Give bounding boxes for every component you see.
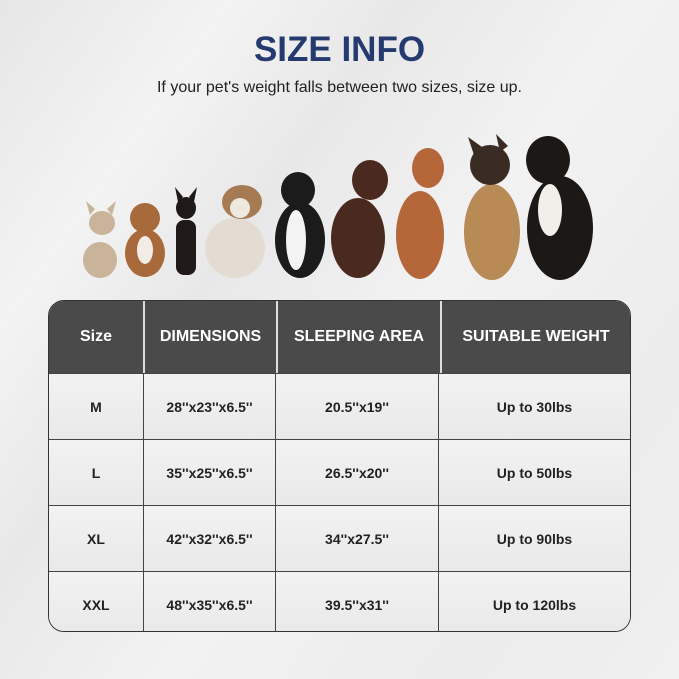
sleeping-area-cell: 34''x27.5'' <box>275 506 438 571</box>
size-cell: L <box>49 440 143 505</box>
subtitle: If your pet's weight falls between two s… <box>156 79 522 96</box>
header-suitable-weight: SUITABLE WEIGHT <box>440 301 630 373</box>
weight-cell: Up to 120lbs <box>438 572 630 631</box>
dimensions-cell: 28''x23''x6.5'' <box>143 374 275 439</box>
german-shepherd <box>464 134 520 280</box>
dimensions-cell: 48''x35''x6.5'' <box>143 572 275 631</box>
labrador <box>331 160 388 278</box>
dimensions-cell: 42''x32''x6.5'' <box>143 506 275 571</box>
page-title: SIZE INFO <box>253 30 426 69</box>
sleeping-area-cell: 39.5''x31'' <box>275 572 438 631</box>
table-header-row: Size DIMENSIONS SLEEPING AREA SUITABLE W… <box>49 301 630 373</box>
weight-cell: Up to 30lbs <box>438 374 630 439</box>
sleeping-area-cell: 20.5''x19'' <box>275 374 438 439</box>
french-bulldog <box>83 201 117 278</box>
dogs-lineup-image <box>83 134 593 280</box>
table-body: M 28''x23''x6.5'' 20.5''x19'' Up to 30lbs L 3… <box>49 373 630 631</box>
size-cell: XL <box>49 506 143 571</box>
weight-cell: Up to 50lbs <box>438 440 630 505</box>
table-row: XL 42''x32''x6.5'' 34''x27.5'' Up to 90lbs <box>49 505 630 571</box>
table-row: M 28''x23''x6.5'' 20.5''x19'' Up to 30lbs <box>49 373 630 439</box>
miniature-pinscher <box>175 187 197 275</box>
border-collie <box>275 172 325 278</box>
header-dimensions: DIMENSIONS <box>143 301 276 373</box>
header-sleeping-area: SLEEPING AREA <box>276 301 440 373</box>
vizsla <box>396 148 444 279</box>
sleeping-area-cell: 26.5''x20'' <box>275 440 438 505</box>
cavalier-spaniel <box>125 203 165 277</box>
table-row: XXL 48''x35''x6.5'' 39.5''x31'' Up to 120lb… <box>49 571 630 631</box>
size-cell: XXL <box>49 572 143 631</box>
english-bulldog <box>205 185 265 278</box>
size-table: Size DIMENSIONS SLEEPING AREA SUITABLE W… <box>48 300 631 632</box>
header-size: Size <box>79 328 112 345</box>
weight-cell: Up to 90lbs <box>438 506 630 571</box>
dimensions-cell: 35''x25''x6.5'' <box>143 440 275 505</box>
size-cell: M <box>49 374 143 439</box>
table-row: L 35''x25''x6.5'' 26.5''x20'' Up to 50lbs <box>49 439 630 505</box>
bernese-mountain-dog <box>526 136 593 280</box>
